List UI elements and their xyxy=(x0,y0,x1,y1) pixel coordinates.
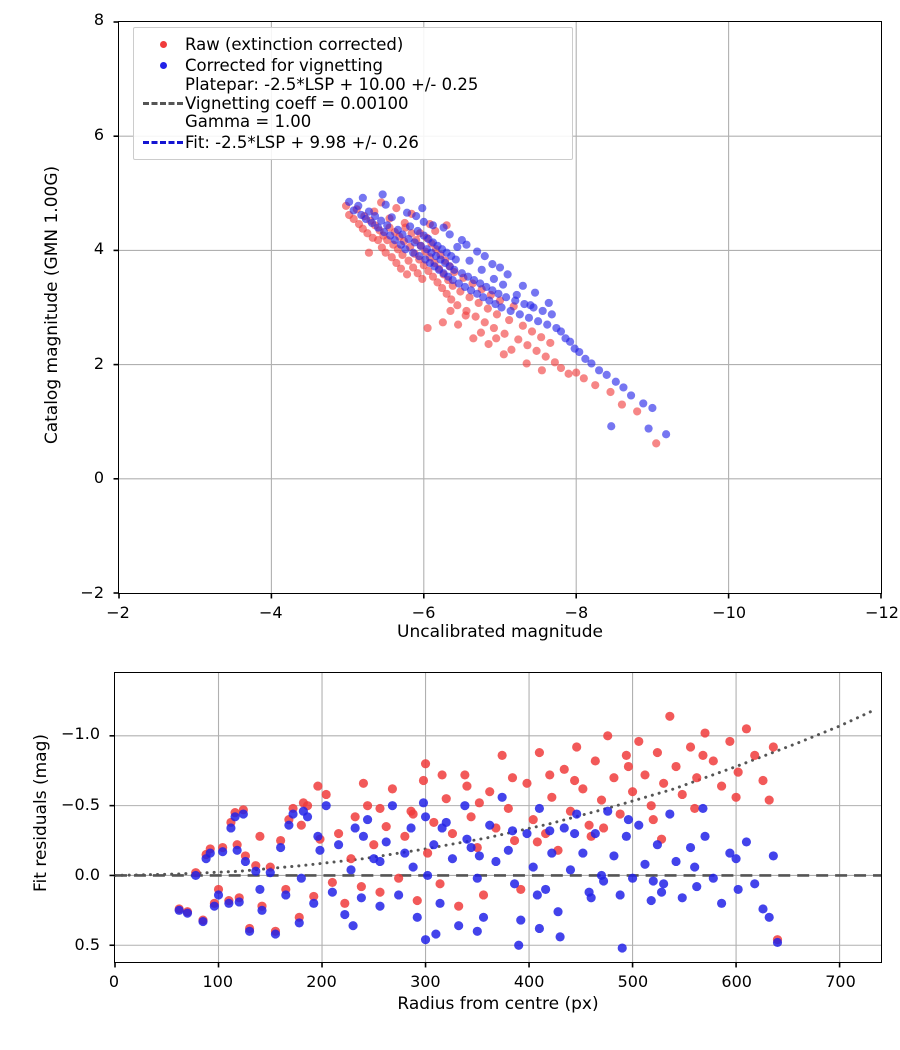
legend-entry-0: Raw (extinction corrected) xyxy=(141,34,563,55)
calibration-ytick-4: 6 xyxy=(93,124,104,144)
calibration-xtick-4: −10 xyxy=(712,603,747,622)
residuals-plot-axes xyxy=(109,672,882,968)
legend-key-0 xyxy=(141,41,185,48)
residuals-ytick-2: −0.5 xyxy=(61,794,100,814)
legend-label-1: Corrected for vignetting xyxy=(185,56,383,75)
calibration-ytick-2: 2 xyxy=(93,353,104,373)
residuals-xtick-2: 200 xyxy=(306,972,337,991)
legend-key-1 xyxy=(141,62,185,69)
legend-label-3: Fit: -2.5*LSP + 9.98 +/- 0.26 xyxy=(185,132,419,152)
residuals-xtick-4: 400 xyxy=(513,972,545,991)
residuals-ytick-1: 0.0 xyxy=(74,864,100,884)
calibration-ytick-0: −2 xyxy=(80,583,104,602)
legend-marker-dot-icon xyxy=(159,62,167,69)
residuals-x-axis-label: Radius from centre (px) xyxy=(397,994,599,1014)
residuals-xtick-1: 100 xyxy=(202,972,234,991)
calibration-ytick-1: 0 xyxy=(93,468,104,488)
legend-label-line: Platepar: -2.5*LSP + 10.00 +/- 0.25 xyxy=(185,75,479,94)
calibration-xtick-0: −2 xyxy=(106,603,130,622)
residuals-xtick-3: 300 xyxy=(410,972,441,991)
calibration-plot-canvas xyxy=(113,21,882,599)
calibration-x-axis-label: Uncalibrated magnitude xyxy=(397,622,603,642)
calibration-xtick-1: −4 xyxy=(259,603,283,622)
legend-marker-dot-icon xyxy=(159,41,167,48)
residuals-xtick-7: 700 xyxy=(825,972,856,991)
legend-label-2: Platepar: -2.5*LSP + 10.00 +/- 0.25 Vigne… xyxy=(185,75,479,132)
calibration-xtick-3: −8 xyxy=(564,603,589,622)
calibration-y-axis-label: Catalog magnitude (GMN 1.00G) xyxy=(42,165,62,445)
legend-marker-dashed-line-icon xyxy=(143,102,183,106)
residuals-ytick-3: −1.0 xyxy=(61,724,100,744)
residuals-xtick-5: 500 xyxy=(617,972,649,991)
legend-key-2 xyxy=(141,102,185,106)
calibration-ytick-3: 4 xyxy=(93,239,104,259)
residuals-plot-canvas xyxy=(109,673,881,968)
calibration-xtick-2: −6 xyxy=(411,603,436,622)
plot-legend: Raw (extinction corrected) Corrected for … xyxy=(133,27,573,160)
legend-label-line: Gamma = 1.00 xyxy=(185,112,312,132)
residuals-xtick-6: 600 xyxy=(721,972,752,991)
legend-label-0: Raw (extinction corrected) xyxy=(185,35,404,54)
legend-entry-2: Platepar: -2.5*LSP + 10.00 +/- 0.25 Vigne… xyxy=(141,75,563,132)
residuals-xtick-0: 0 xyxy=(108,972,120,991)
legend-label-line: Vignetting coeff = 0.00100 xyxy=(185,93,409,113)
calibration-ytick-5: 8 xyxy=(93,10,104,29)
legend-key-3 xyxy=(141,140,185,144)
legend-marker-dashed-line-icon xyxy=(143,140,183,144)
legend-entry-1: Corrected for vignetting xyxy=(141,55,563,76)
calibration-xtick-5: −12 xyxy=(865,603,899,622)
legend-entry-3: Fit: -2.5*LSP + 9.98 +/- 0.26 xyxy=(141,132,563,153)
residuals-ytick-0: 0.5 xyxy=(74,935,100,955)
